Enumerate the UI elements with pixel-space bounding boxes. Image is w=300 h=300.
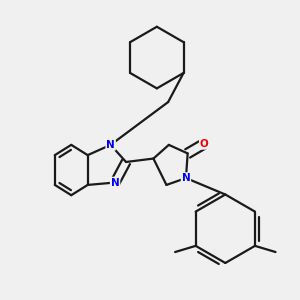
Text: N: N bbox=[111, 178, 119, 188]
Text: N: N bbox=[182, 173, 190, 183]
Text: O: O bbox=[200, 139, 208, 149]
Text: N: N bbox=[106, 140, 115, 150]
